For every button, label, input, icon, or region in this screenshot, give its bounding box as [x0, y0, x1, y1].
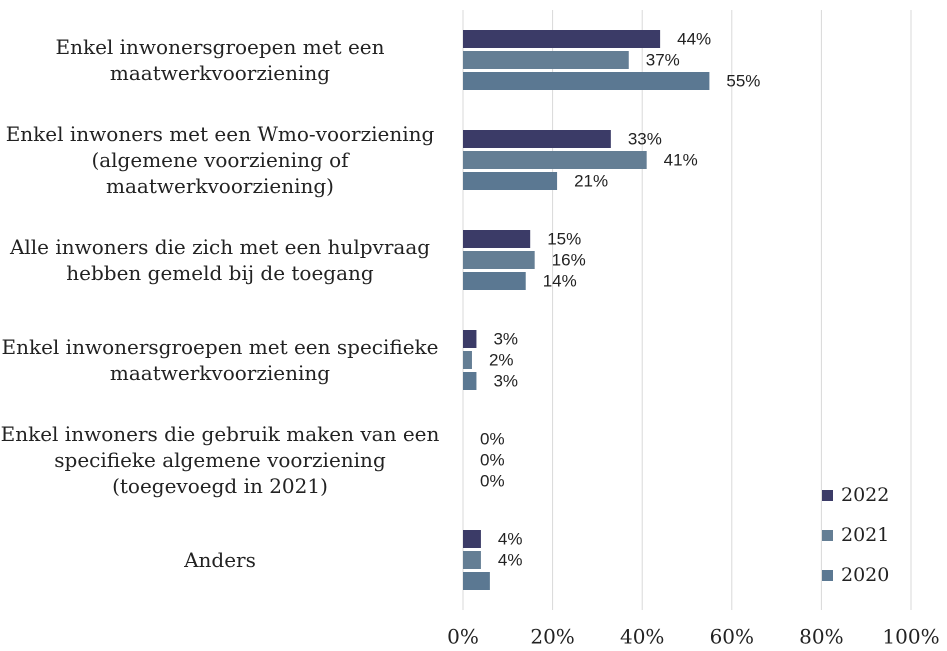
legend-swatch	[822, 570, 833, 581]
value-label: 37%	[646, 50, 680, 69]
x-tick-label: 40%	[620, 625, 664, 649]
value-label: 21%	[574, 171, 608, 190]
category-label: Anders	[184, 548, 256, 572]
category-label: Alle inwoners die zich met een hulpvraag…	[9, 235, 431, 285]
bar	[463, 551, 481, 569]
value-label: 14%	[543, 271, 577, 290]
bar	[463, 30, 661, 48]
value-label: 15%	[547, 229, 581, 248]
value-label: 0%	[480, 429, 505, 448]
legend-label: 2022	[841, 484, 889, 506]
bar	[463, 51, 629, 69]
value-label: 41%	[664, 150, 698, 169]
category-label: Enkel inwoners die gebruik maken van een…	[0, 422, 440, 498]
value-label: 16%	[552, 250, 586, 269]
bar	[463, 230, 531, 248]
bar	[463, 572, 490, 590]
value-label: 33%	[628, 129, 662, 148]
value-label: 4%	[498, 529, 523, 548]
legend-swatch	[822, 490, 833, 501]
value-label: 3%	[493, 329, 518, 348]
bar	[463, 172, 558, 190]
bar	[463, 251, 535, 269]
bar	[463, 372, 477, 390]
x-tick-label: 60%	[710, 625, 754, 649]
bar	[463, 151, 647, 169]
value-label: 0%	[480, 450, 505, 469]
bar	[463, 351, 472, 369]
category-label: Enkel inwonersgroepen met een specifieke…	[1, 335, 439, 385]
bar	[463, 72, 710, 90]
value-label: 44%	[677, 29, 711, 48]
legend-label: 2020	[841, 564, 889, 586]
legend-swatch	[822, 530, 833, 541]
bar	[463, 330, 477, 348]
category-label: Enkel inwonersgroepen met een maatwerkvo…	[55, 35, 385, 85]
bar	[463, 272, 526, 290]
value-label: 3%	[493, 371, 518, 390]
bar	[463, 130, 611, 148]
value-label: 4%	[498, 550, 523, 569]
bar	[463, 530, 481, 548]
value-label: 55%	[726, 71, 760, 90]
x-tick-label: 20%	[530, 625, 574, 649]
category-label: Enkel inwoners met een Wmo-voorziening (…	[5, 122, 435, 198]
x-tick-label: 100%	[882, 625, 939, 649]
x-tick-label: 0%	[447, 625, 479, 649]
legend-label: 2021	[841, 524, 889, 546]
x-tick-label: 80%	[799, 625, 843, 649]
value-label: 0%	[480, 471, 505, 490]
value-label: 2%	[489, 350, 514, 369]
